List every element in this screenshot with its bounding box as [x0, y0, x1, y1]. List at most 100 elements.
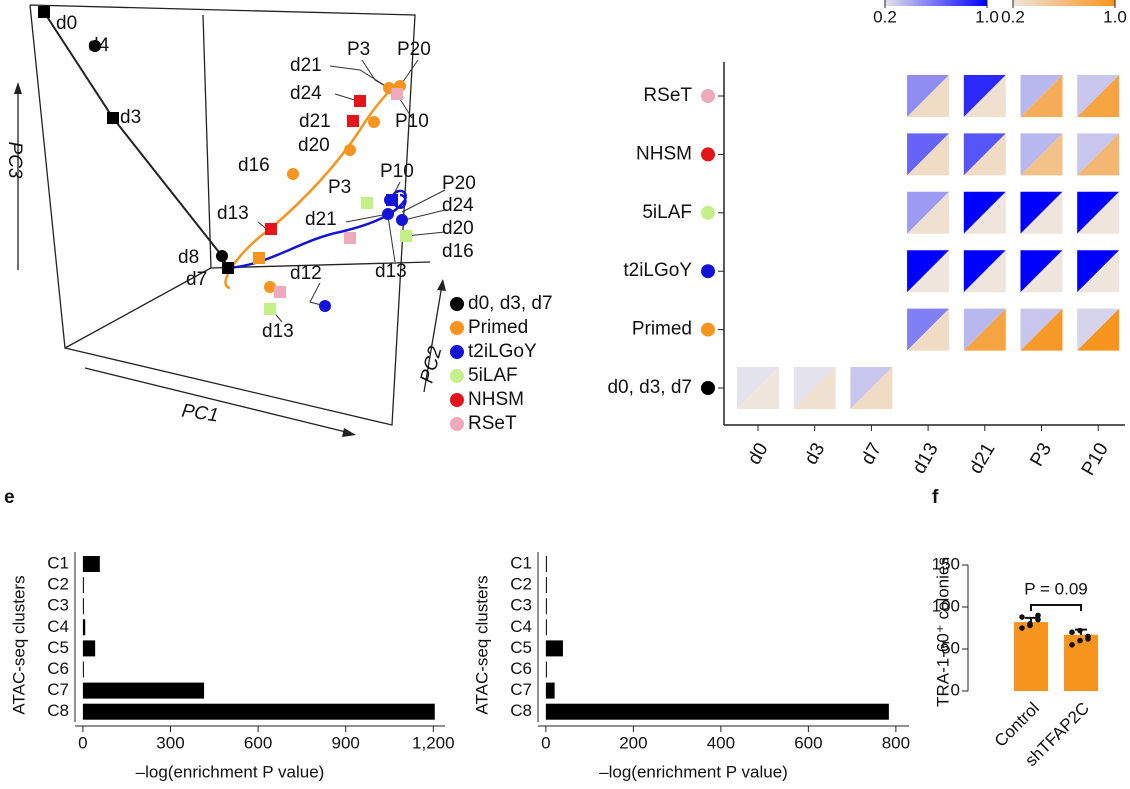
y-tick-label: 0 — [951, 680, 960, 699]
bar — [82, 619, 86, 636]
y-tick-label: C4 — [47, 617, 69, 636]
legend-marker — [450, 369, 464, 383]
triangle-orange — [737, 367, 779, 409]
point — [89, 40, 101, 52]
triangle-orange — [1020, 191, 1063, 234]
column-label: P10 — [1078, 440, 1113, 480]
legend-marker — [450, 345, 464, 359]
y-tick-label: C5 — [47, 638, 69, 657]
y-tick-label: C3 — [47, 596, 69, 615]
triangle-orange — [963, 191, 1006, 234]
point-label: d21 — [305, 209, 337, 230]
pca-frame — [14, 4, 446, 437]
point-label: P20 — [397, 39, 431, 60]
triangle-orange — [907, 133, 950, 176]
colorbar — [885, 0, 987, 6]
bar — [82, 598, 84, 615]
y-axis-label: ATAC-seq clusters — [9, 575, 28, 714]
data-point — [1027, 622, 1033, 629]
row-dot — [701, 264, 715, 279]
annotation: P = 0.09 — [1024, 579, 1088, 598]
point-label: P20 — [442, 173, 476, 194]
colorbar-label: 0.2 — [1001, 7, 1025, 26]
column-label: d13 — [909, 440, 943, 478]
point-label: d13 — [262, 321, 294, 342]
column-label: d7 — [857, 440, 886, 469]
point-label: d24 — [290, 83, 322, 104]
column-label: d3 — [801, 440, 830, 469]
bar — [82, 556, 100, 572]
x-tick-label: 900 — [332, 733, 360, 752]
y-tick-label: C6 — [510, 659, 532, 678]
triangle-orange — [850, 367, 893, 409]
bar — [545, 703, 889, 720]
x-axis-label: –log(enrichment P value) — [599, 762, 788, 781]
triangle-orange — [1077, 308, 1120, 351]
x-tick-label: 800 — [882, 733, 910, 752]
bar — [545, 577, 547, 594]
legend-marker — [450, 297, 464, 311]
row-dot — [701, 322, 715, 337]
row-label: t2iLGoY — [623, 260, 692, 281]
point — [386, 194, 398, 206]
triangle-orange — [963, 133, 1006, 176]
x-tick-label: 600 — [244, 733, 272, 752]
y-tick-label: C4 — [510, 617, 532, 636]
triangle-orange — [907, 75, 950, 117]
triangle-orange — [907, 191, 950, 234]
triangle-orange — [1077, 75, 1120, 117]
row-label: NHSM — [636, 143, 692, 164]
data-point — [1077, 627, 1083, 634]
data-point — [1085, 636, 1091, 642]
point-label: d12 — [290, 263, 322, 284]
bar — [545, 598, 547, 615]
data-point — [1077, 637, 1083, 644]
row-label: Primed — [632, 319, 692, 340]
point — [391, 88, 403, 100]
point — [222, 262, 234, 274]
x-tick-label: 200 — [619, 733, 647, 752]
axis-label: PC2 — [417, 344, 447, 386]
triangle-orange — [963, 308, 1006, 351]
bar — [82, 661, 84, 678]
legend-label: d0, d3, d7 — [468, 293, 553, 314]
bar — [545, 556, 547, 572]
triangle-blue — [963, 250, 1006, 293]
point-label: d21 — [299, 111, 331, 132]
data-point — [1069, 642, 1075, 648]
row-label: 5iLAF — [642, 202, 692, 223]
point-label: d20 — [298, 135, 330, 156]
point-label: P10 — [395, 111, 429, 132]
y-tick-label: C5 — [510, 638, 532, 657]
point — [368, 116, 380, 128]
y-tick-label: C2 — [47, 575, 69, 594]
y-tick-label: C3 — [510, 596, 532, 615]
point — [264, 281, 276, 293]
point-label: d13 — [217, 203, 249, 224]
data-point — [1035, 612, 1041, 619]
row-dot — [701, 381, 715, 395]
colorbar — [1013, 0, 1115, 6]
point — [396, 214, 408, 226]
data-point — [1035, 616, 1041, 623]
bar — [545, 661, 547, 678]
row-dot — [701, 205, 715, 220]
colorbar-label: 1.0 — [1103, 7, 1127, 26]
point — [361, 197, 373, 209]
point — [253, 252, 265, 264]
point-label: P3 — [347, 39, 370, 60]
point — [382, 208, 394, 220]
axis-label: PC3 — [4, 142, 25, 179]
x-axis-label: –log(enrichment P value) — [136, 762, 325, 781]
point-label: d8 — [178, 247, 199, 268]
x-tick-label: 1,200 — [412, 733, 455, 752]
bar — [82, 703, 435, 720]
x-tick-label: 0 — [541, 733, 550, 752]
triangle-orange — [1020, 250, 1063, 293]
bar — [545, 619, 547, 636]
legend-label: t2iLGoY — [468, 341, 537, 362]
y-tick-label: C7 — [47, 680, 69, 699]
point — [347, 115, 359, 127]
point-label: d13 — [375, 261, 407, 282]
